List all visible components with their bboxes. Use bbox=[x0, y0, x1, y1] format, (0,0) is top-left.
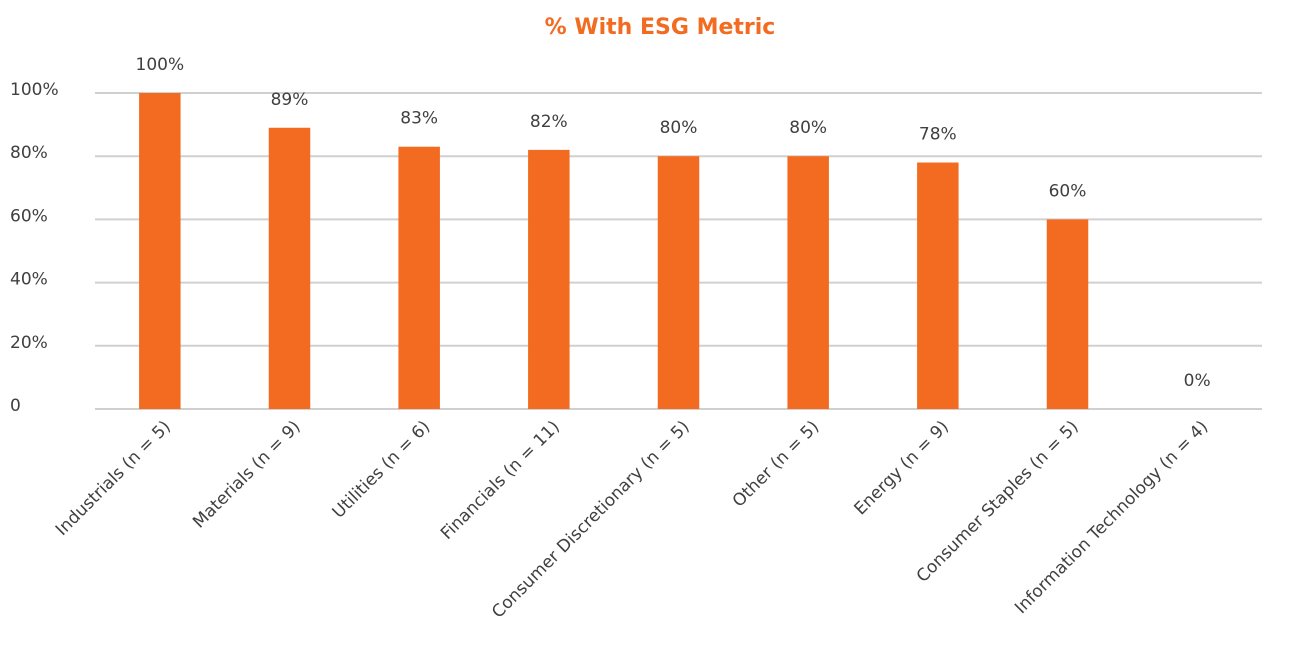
data-label: 89% bbox=[271, 90, 309, 110]
y-tick-label: 80% bbox=[10, 143, 48, 163]
bar bbox=[657, 156, 700, 409]
y-tick-label: 20% bbox=[10, 333, 48, 353]
x-tick-label: Financials (n = 11) bbox=[437, 417, 564, 544]
x-tick-label: Other (n = 5) bbox=[729, 417, 823, 511]
bar bbox=[398, 146, 440, 409]
bar bbox=[268, 127, 311, 409]
data-label: 78% bbox=[919, 125, 957, 145]
y-tick-label: 40% bbox=[10, 270, 48, 290]
chart-title: % With ESG Metric bbox=[545, 15, 776, 40]
data-label: 83% bbox=[400, 109, 438, 129]
y-tick-label: 100% bbox=[10, 80, 59, 100]
data-label: 60% bbox=[1049, 181, 1087, 201]
data-label: 82% bbox=[530, 112, 568, 132]
x-tick-label: Utilities (n = 6) bbox=[329, 417, 435, 523]
data-label: 80% bbox=[660, 118, 698, 138]
bar bbox=[528, 149, 570, 409]
y-tick-label: 0 bbox=[10, 396, 21, 416]
data-label: 100% bbox=[136, 55, 185, 75]
bar bbox=[139, 93, 181, 409]
data-label: 80% bbox=[789, 118, 827, 138]
y-tick-label: 60% bbox=[10, 206, 48, 226]
x-tick-label: Industrials (n = 5) bbox=[52, 417, 175, 540]
bar bbox=[917, 162, 959, 409]
x-tick-label: Materials (n = 9) bbox=[189, 417, 304, 532]
bar bbox=[1046, 219, 1089, 409]
bar bbox=[787, 156, 829, 409]
x-tick-label: Energy (n = 9) bbox=[850, 417, 952, 519]
data-label: 0% bbox=[1184, 371, 1211, 391]
